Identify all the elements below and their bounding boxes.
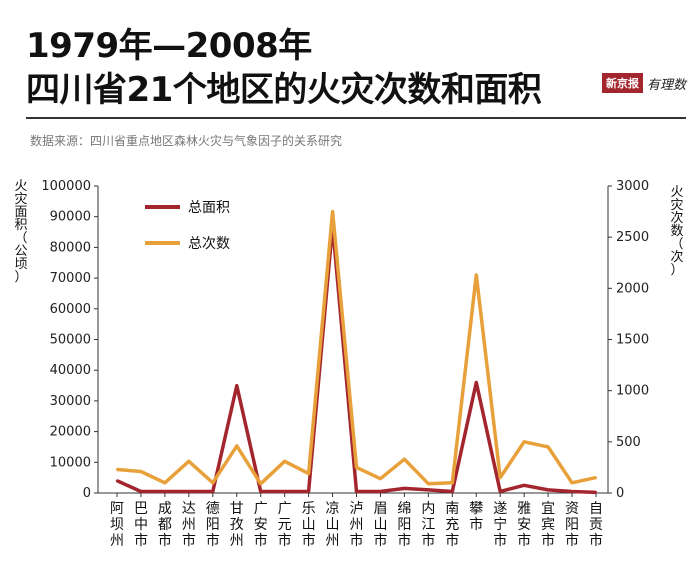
x-tick-label: 乐山市 bbox=[302, 501, 316, 549]
series-point-1 bbox=[403, 487, 406, 490]
y-left-tick-label: 50000 bbox=[50, 333, 91, 348]
x-tick-label: 资阳市 bbox=[565, 501, 579, 549]
x-tick-label: 成都市 bbox=[158, 501, 172, 549]
x-tick-label: 广元市 bbox=[278, 501, 292, 549]
page-title-line2: 四川省21个地区的火灾次数和面积 bbox=[26, 70, 542, 110]
y-right-tick-label: 2000 bbox=[616, 281, 649, 296]
series-point-2 bbox=[546, 445, 550, 449]
series-point-1 bbox=[259, 490, 262, 493]
y-right-tick-label: 2500 bbox=[616, 230, 649, 245]
series-point-1 bbox=[522, 484, 526, 487]
series-point-2 bbox=[259, 482, 262, 485]
series-point-1 bbox=[115, 479, 119, 482]
series-point-1 bbox=[163, 490, 167, 493]
series-point-1 bbox=[499, 490, 502, 493]
y-left-tick-label: 90000 bbox=[50, 210, 91, 225]
y-left-tick-label: 0 bbox=[83, 486, 91, 501]
x-tick-label: 自贡市 bbox=[589, 501, 603, 549]
y-right-tick-label: 1500 bbox=[616, 333, 649, 348]
series-point-2 bbox=[307, 472, 310, 475]
y-axis-right-title: 火灾次数（次） bbox=[670, 185, 683, 278]
x-tick-label: 达州市 bbox=[182, 501, 196, 549]
series-point-1 bbox=[211, 490, 214, 493]
x-tick-label: 凉山州 bbox=[326, 501, 340, 549]
series-point-2 bbox=[187, 460, 191, 463]
series-point-1 bbox=[451, 490, 454, 493]
x-tick-label: 阿坝州 bbox=[110, 501, 124, 549]
series-point-2 bbox=[235, 444, 238, 448]
series-point-1 bbox=[546, 488, 550, 492]
series-point-2 bbox=[499, 476, 502, 479]
x-tick-label: 眉山市 bbox=[373, 501, 387, 549]
y-left-tick-label: 10000 bbox=[50, 455, 91, 470]
x-tick-label: 巴中市 bbox=[134, 501, 148, 549]
series-point-2 bbox=[331, 210, 334, 213]
y-right-tick-label: 0 bbox=[616, 486, 624, 501]
series-point-1 bbox=[379, 490, 382, 493]
title-divider bbox=[26, 117, 686, 119]
series-point-2 bbox=[403, 458, 406, 461]
legend-label-1: 总面积 bbox=[188, 200, 230, 216]
x-tick-label: 雅安市 bbox=[517, 501, 531, 549]
y-right-tick-label: 500 bbox=[616, 435, 641, 450]
series-point-2 bbox=[451, 481, 454, 484]
series-point-2 bbox=[522, 440, 526, 444]
series-point-2 bbox=[283, 460, 286, 463]
series-point-2 bbox=[570, 481, 574, 484]
x-tick-label: 攀市 bbox=[469, 501, 483, 533]
series-point-1 bbox=[570, 490, 574, 493]
series-point-2 bbox=[115, 468, 119, 471]
y-left-tick-label: 100000 bbox=[41, 179, 91, 194]
series-point-1 bbox=[187, 490, 191, 493]
series-point-2 bbox=[163, 481, 167, 484]
y-right-tick-label: 1000 bbox=[616, 384, 649, 399]
y-left-tick-label: 60000 bbox=[50, 302, 91, 317]
series-point-1 bbox=[307, 490, 310, 493]
series-point-1 bbox=[475, 381, 478, 384]
y-left-tick-label: 80000 bbox=[50, 240, 91, 255]
x-tick-label: 德阳市 bbox=[206, 501, 220, 549]
x-tick-label: 绵阳市 bbox=[397, 500, 411, 549]
y-axis-left-title: 火灾面积（公顷） bbox=[14, 179, 27, 285]
series-point-2 bbox=[594, 476, 598, 479]
series-point-1 bbox=[427, 488, 430, 492]
y-left-tick-label: 30000 bbox=[50, 394, 91, 409]
x-tick-label: 遂宁市 bbox=[493, 501, 507, 549]
series-point-2 bbox=[427, 482, 430, 485]
x-tick-label: 南充市 bbox=[445, 501, 459, 549]
x-tick-label: 宜宾市 bbox=[541, 501, 555, 549]
series-point-1 bbox=[139, 490, 143, 493]
y-left-tick-label: 70000 bbox=[50, 271, 91, 286]
brand-logo: 新京报 bbox=[601, 73, 643, 93]
series-point-1 bbox=[355, 490, 358, 493]
series-point-1 bbox=[594, 491, 598, 494]
series-point-1 bbox=[235, 384, 238, 387]
x-tick-label: 泸州市 bbox=[350, 501, 364, 549]
y-left-tick-label: 40000 bbox=[50, 363, 91, 378]
x-tick-label: 甘孜州 bbox=[230, 501, 244, 549]
brand-script: 有理数 bbox=[646, 77, 686, 93]
series-point-2 bbox=[139, 470, 143, 473]
data-source: 数据来源：四川省重点地区森林火灾与气象因子的关系研究 bbox=[30, 134, 343, 148]
y-left-tick-label: 20000 bbox=[50, 425, 91, 440]
legend-label-2: 总次数 bbox=[188, 236, 230, 252]
series-point-1 bbox=[283, 490, 286, 493]
x-tick-label: 内江市 bbox=[421, 501, 435, 549]
series-point-2 bbox=[211, 481, 214, 484]
x-tick-label: 广安市 bbox=[254, 501, 268, 549]
page-title-line1: 1979年—2008年 bbox=[26, 26, 312, 66]
y-right-tick-label: 3000 bbox=[616, 179, 649, 194]
brand: 新京报 有理数 bbox=[601, 73, 686, 93]
series-point-2 bbox=[475, 273, 478, 277]
series-point-2 bbox=[355, 466, 358, 469]
series-point-2 bbox=[379, 477, 382, 480]
